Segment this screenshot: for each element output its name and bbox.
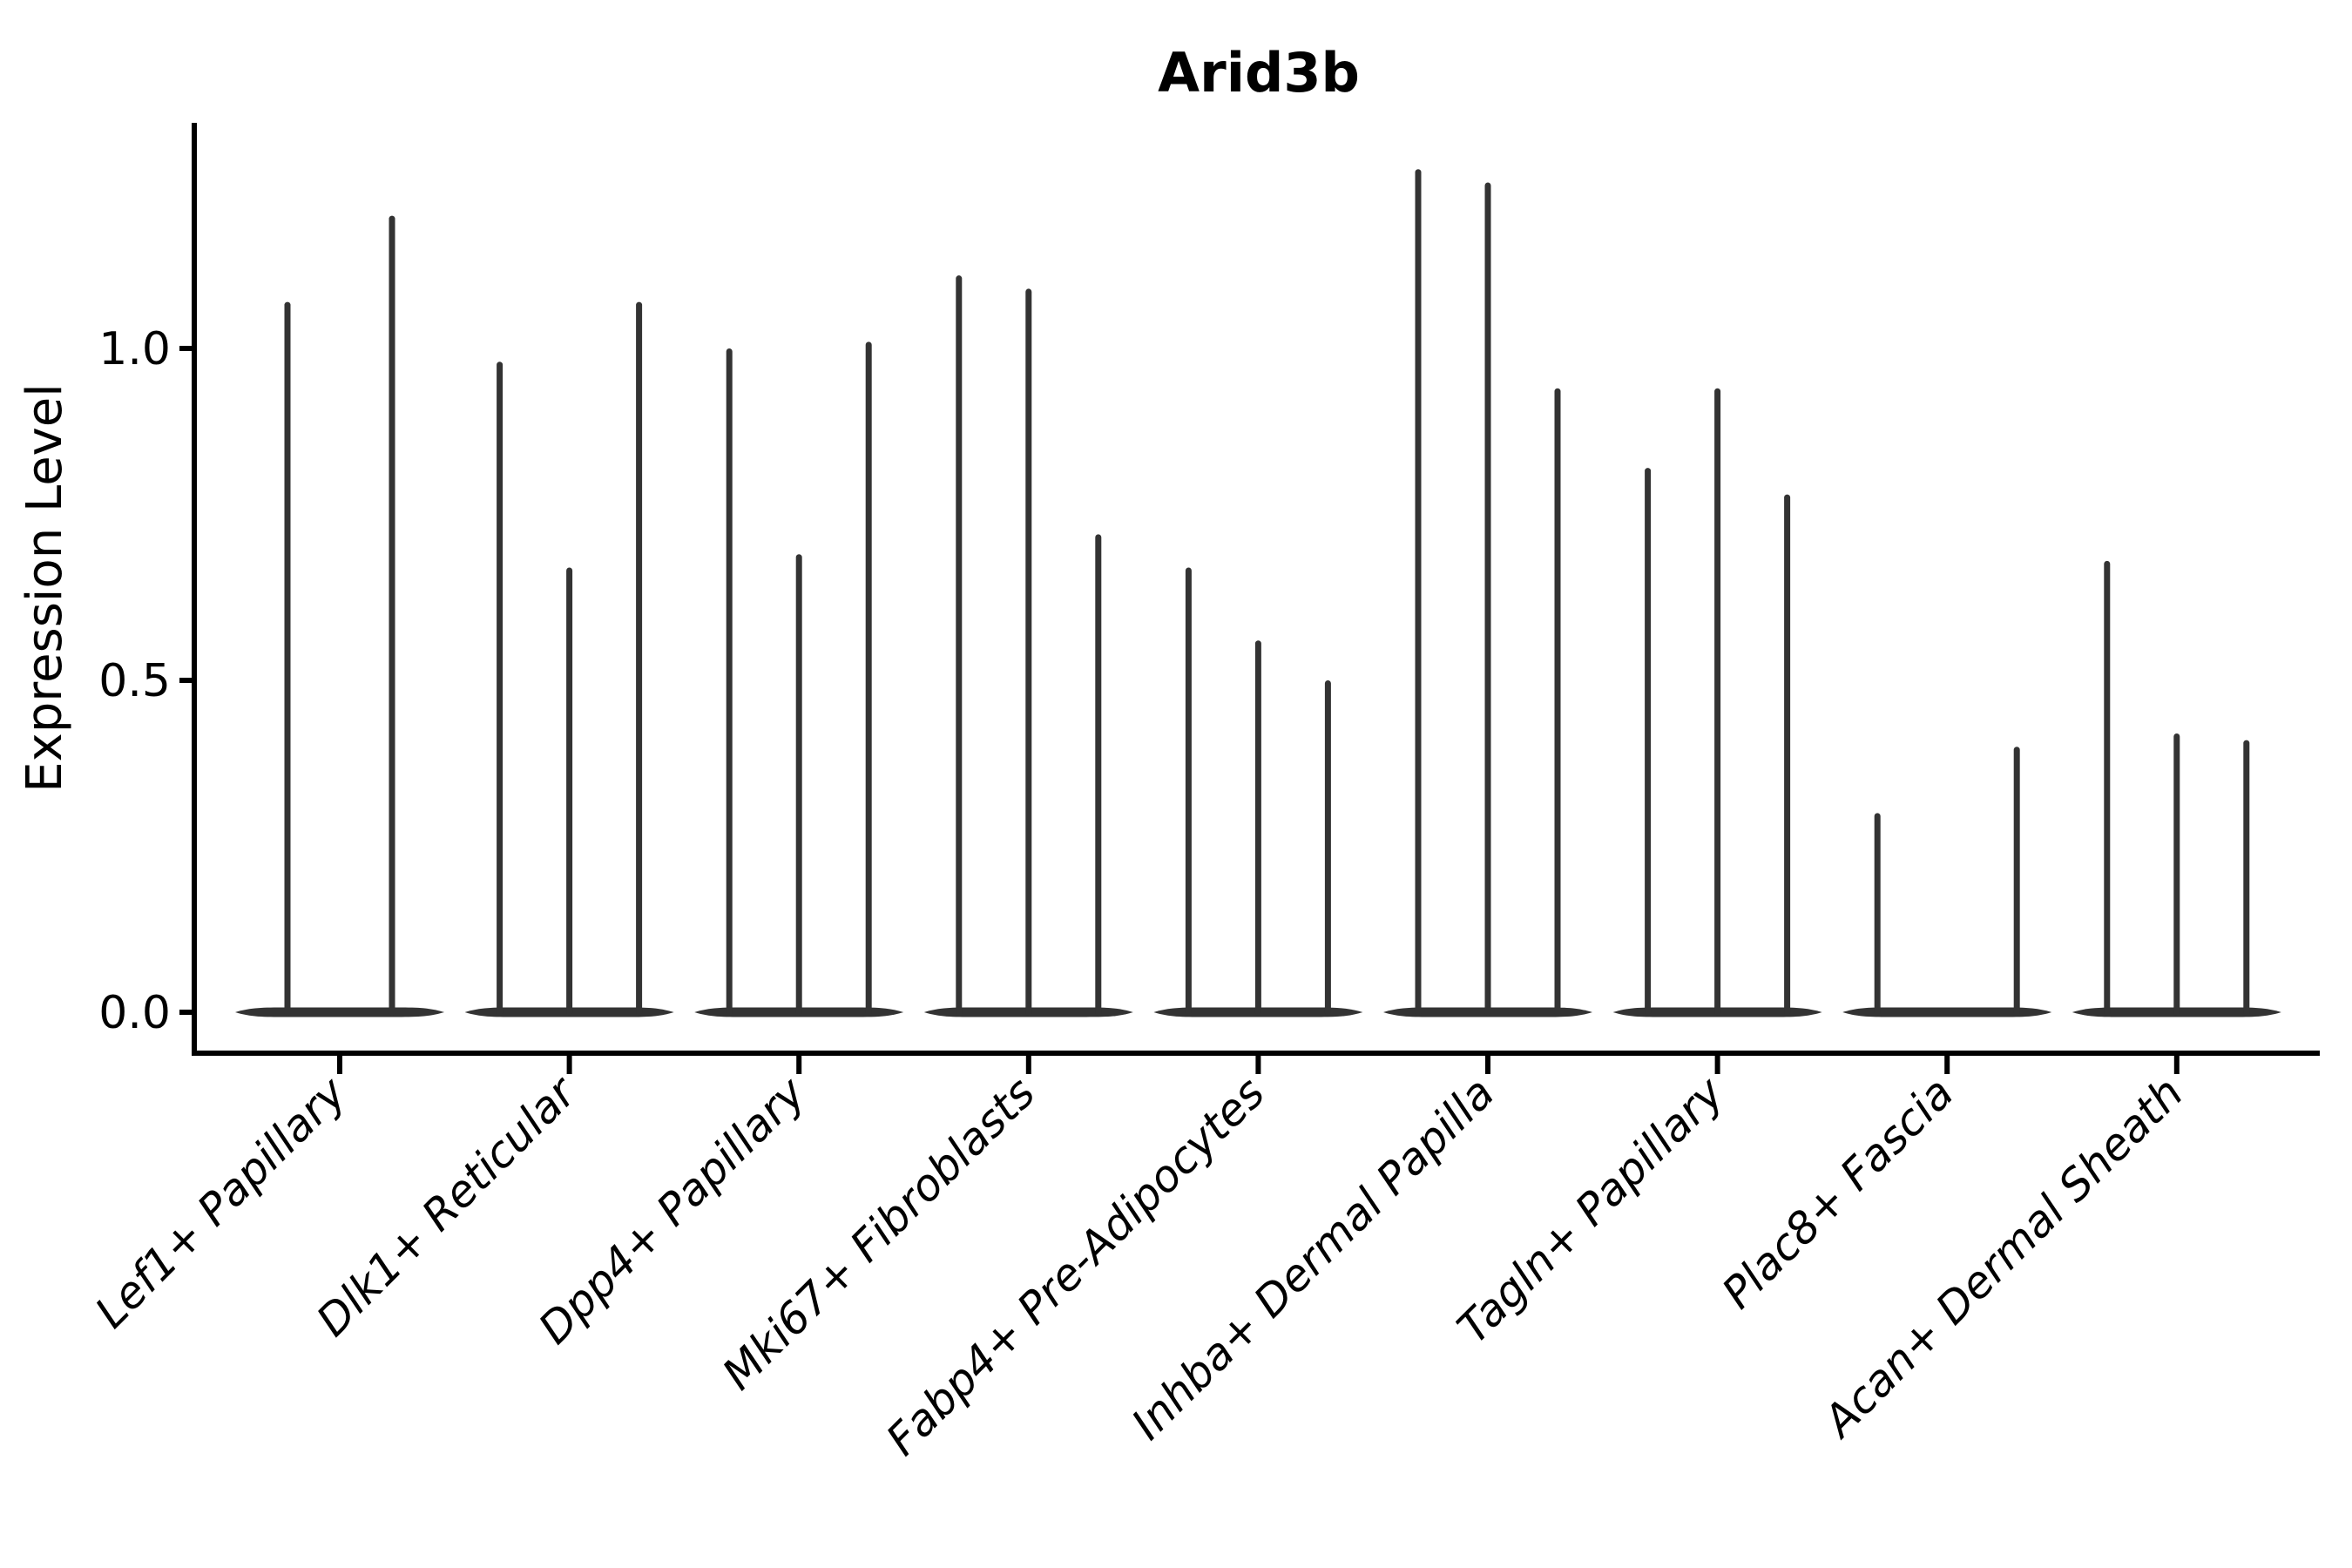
violin-group (1612, 388, 1822, 1017)
violin-spike (2104, 560, 2111, 1016)
violin-spike (2173, 733, 2180, 1016)
violin-spike (1185, 567, 1192, 1016)
violin-spike (1874, 813, 1881, 1016)
x-tick-label: Fabp4+ Pre-Adipocytes (876, 1067, 1274, 1465)
x-tick (337, 1053, 342, 1074)
violin-spike (497, 362, 504, 1016)
violin-spike (1714, 388, 1721, 1017)
violin-group (235, 215, 444, 1017)
violin-spike (1415, 169, 1422, 1016)
violin-spike (1554, 388, 1561, 1017)
violins (235, 169, 2281, 1017)
x-tick (1714, 1053, 1720, 1074)
y-axis-spine (192, 123, 197, 1056)
violin-spike (389, 215, 395, 1017)
violin-spike (284, 301, 291, 1016)
violin-spike (636, 301, 643, 1016)
x-tick (1255, 1053, 1261, 1074)
violin-group (1153, 567, 1363, 1017)
violin-spike (956, 275, 963, 1016)
y-tick-label: 0.0 (98, 987, 171, 1039)
violin-spike (1484, 182, 1491, 1016)
violin-group (464, 301, 674, 1017)
violin-spike (2013, 747, 2020, 1016)
y-tick (179, 1010, 192, 1015)
y-axis-label: Expression Level (17, 383, 73, 793)
y-tick-label: 0.5 (98, 655, 171, 707)
y-tick (179, 346, 192, 351)
y-tick-label: 1.0 (98, 323, 171, 375)
x-tick-label: Plac8+ Fascia (1713, 1067, 1963, 1318)
x-tick (566, 1053, 572, 1074)
violin-group (694, 341, 904, 1017)
violin-body (235, 1007, 444, 1017)
violin-spike (1645, 468, 1652, 1016)
x-tick (796, 1053, 802, 1074)
x-tick-label: Lef1+ Papillary (85, 1066, 356, 1337)
violin-spike (566, 567, 573, 1016)
violin-spike (1095, 534, 1102, 1016)
x-tick (2173, 1053, 2180, 1074)
violin-spike (865, 341, 872, 1016)
violin-group (1383, 169, 1592, 1017)
x-tick (1025, 1053, 1031, 1074)
x-tick-label: Inhba+ Dermal Papilla (1122, 1067, 1504, 1449)
violin-spike (1324, 680, 1331, 1016)
violin-spike (726, 348, 733, 1016)
violin-spike (795, 554, 802, 1016)
y-tick (179, 678, 192, 683)
violin-spike (1025, 288, 1032, 1016)
violin-group (923, 275, 1133, 1017)
violin-spike (2243, 740, 2250, 1016)
violin-spike (1784, 494, 1791, 1016)
y-axis-ticks: 0.0 0.5 1.0 (98, 323, 192, 1039)
x-tick (1944, 1053, 1950, 1074)
violin-group (2072, 560, 2281, 1017)
violin-group (1842, 747, 2052, 1017)
chart-title: Arid3b (1158, 41, 1360, 105)
x-tick (1485, 1053, 1490, 1074)
violin-body (1842, 1007, 2052, 1017)
violin-spike (1254, 640, 1261, 1016)
